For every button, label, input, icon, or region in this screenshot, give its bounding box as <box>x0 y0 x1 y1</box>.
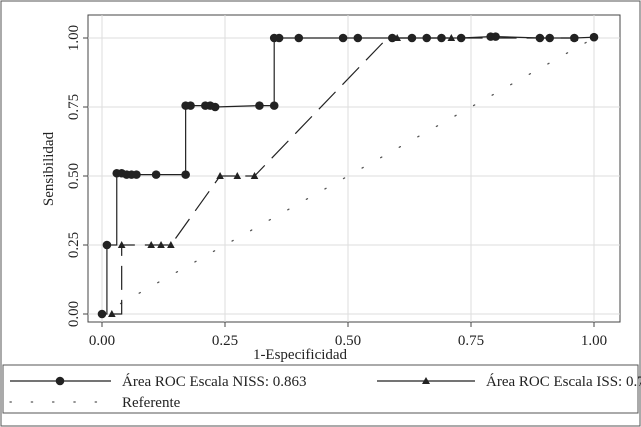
niss-point <box>387 33 397 43</box>
iss-point <box>147 241 155 248</box>
niss-point <box>132 170 141 179</box>
niss-point <box>422 33 432 43</box>
niss-point <box>338 33 348 43</box>
legend-entry-niss: Área ROC Escala NISS: 0.863 <box>10 373 307 390</box>
niss-point <box>407 33 417 43</box>
legend-referente-label: Referente <box>122 395 181 411</box>
y-axis-label: Sensibilidad <box>41 131 57 206</box>
niss-point <box>589 32 599 42</box>
x-axis-label: 1-Especificidad <box>253 347 348 363</box>
niss-point <box>102 240 112 250</box>
x-tick-label: 0.75 <box>458 333 484 349</box>
iss-point <box>157 241 165 248</box>
reference-line <box>101 37 595 315</box>
y-tick-label: 1.00 <box>66 25 82 51</box>
niss-point <box>535 33 545 43</box>
x-tick-label: 1.00 <box>581 333 607 349</box>
niss-point <box>294 33 304 43</box>
niss-point <box>570 33 579 43</box>
iss-point <box>167 241 175 248</box>
y-tick-label: 0.50 <box>66 163 82 189</box>
legend-entry-referente: Referente <box>9 395 181 411</box>
x-tick-label: 0.50 <box>335 333 361 349</box>
iss-point <box>117 241 126 248</box>
niss-point <box>269 101 279 110</box>
plot-area <box>87 14 621 323</box>
legend-niss-label: Área ROC Escala NISS: 0.863 <box>122 373 307 390</box>
legend-entry-iss: Área ROC Escala ISS: 0.720 <box>377 373 641 390</box>
niss-point <box>210 102 220 112</box>
x-tick-label: 0.25 <box>212 333 238 349</box>
legend-niss-marker <box>55 376 65 386</box>
niss-point <box>255 101 264 110</box>
niss-point <box>186 101 195 110</box>
niss-point <box>353 33 363 43</box>
iss-point <box>233 172 242 179</box>
legend-iss-marker <box>422 377 430 384</box>
series-niss <box>97 32 599 319</box>
referente-line <box>101 37 595 315</box>
iss-point <box>250 172 259 179</box>
y-tick-label: 0.00 <box>66 301 82 327</box>
niss-point <box>274 33 284 43</box>
y-tick-label: 0.75 <box>66 94 82 120</box>
iss-point <box>108 310 116 317</box>
niss-point <box>491 32 500 41</box>
x-tick-label: 0.00 <box>89 333 115 349</box>
y-tick-label: 0.25 <box>66 232 82 258</box>
niss-point <box>181 170 190 179</box>
niss-point <box>545 33 555 43</box>
x-axis-ticks: 0.00 0.25 0.50 0.75 1.00 <box>89 322 607 349</box>
niss-point <box>151 170 161 179</box>
legend-iss-label: Área ROC Escala ISS: 0.720 <box>486 373 641 390</box>
series-layer <box>97 32 599 319</box>
y-axis-ticks: 0.00 0.25 0.50 0.75 1.00 <box>66 25 88 327</box>
niss-point <box>437 33 446 43</box>
legend <box>2 364 639 414</box>
niss-point <box>97 309 107 319</box>
niss-point <box>456 33 466 43</box>
iss-point <box>216 172 224 179</box>
